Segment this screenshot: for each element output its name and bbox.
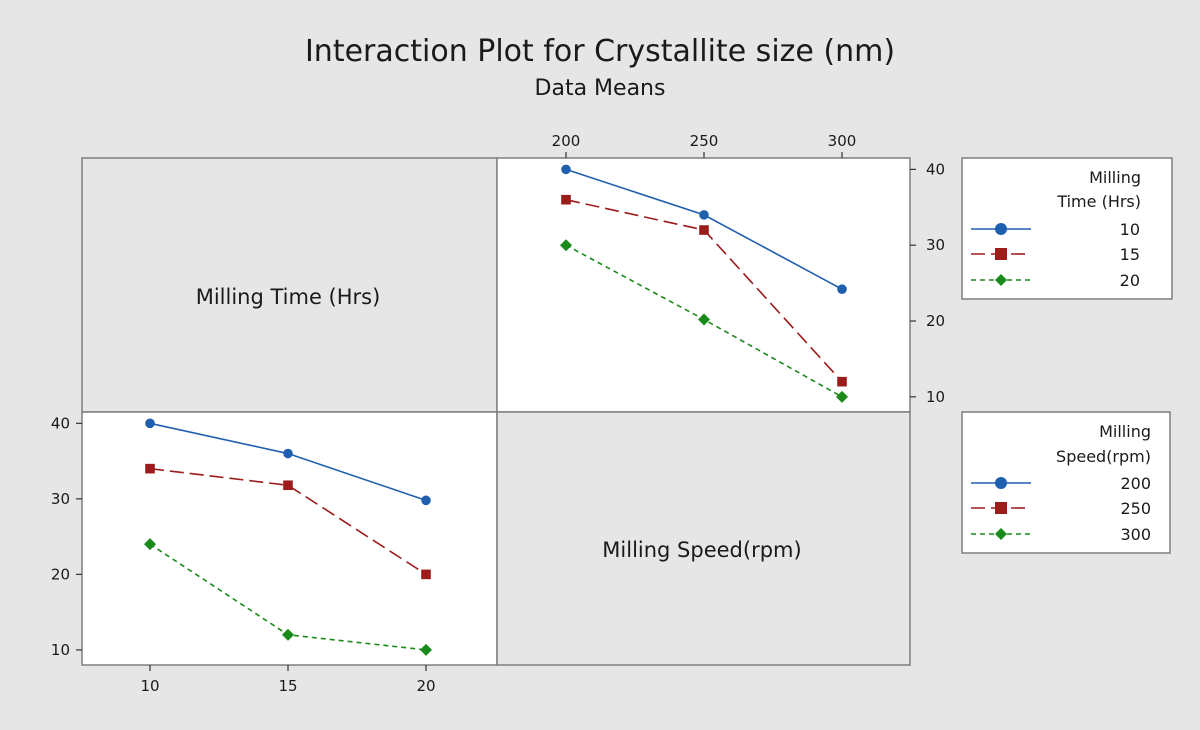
legend-milling-time-items: 10 15 20 [971, 220, 1140, 290]
y-tick-label: 10 [926, 388, 945, 406]
legend-item-label: 200 [1120, 474, 1151, 493]
x-tick-label: 250 [690, 132, 719, 150]
legend-milling-speed-title-line2: Speed(rpm) [1056, 447, 1151, 466]
data-point-top-right-15 [837, 376, 847, 387]
data-point-top-right-15 [699, 225, 709, 235]
legend-milling-speed-items: 200 250 300 [971, 474, 1151, 544]
legend-item-label: 15 [1120, 245, 1140, 264]
legend-marker [995, 502, 1007, 514]
legend-marker [995, 223, 1007, 235]
data-point-top-right-10 [837, 284, 847, 294]
data-point-top-right-20 [836, 390, 848, 403]
y-tick-label: 20 [51, 565, 70, 583]
data-point-bottom-left-250 [145, 463, 155, 474]
x-tick-label: 15 [278, 677, 297, 695]
data-point-bottom-left-300 [420, 643, 432, 656]
legend-item-label: 300 [1120, 525, 1151, 544]
data-point-bottom-left-300 [282, 628, 294, 641]
left-y-axis: 10 20 30 40 [51, 414, 82, 659]
chart-title: Interaction Plot for Crystallite size (n… [305, 34, 895, 69]
series-line-bottom-left-250 [149, 467, 427, 576]
x-tick-label: 200 [552, 132, 581, 150]
right-y-axis: 10 20 30 40 [910, 160, 945, 406]
legend-marker [995, 477, 1007, 489]
y-tick-label: 40 [51, 414, 70, 432]
legend-milling-speed-title-line1: Milling [1099, 422, 1151, 441]
data-point-top-right-20 [698, 313, 710, 326]
bottom-x-axis: 10 15 20 [140, 665, 436, 695]
legend-item-label: 250 [1120, 499, 1151, 518]
diagonal-panel-milling-time [81, 157, 498, 413]
y-tick-label: 40 [926, 160, 945, 178]
data-point-top-right-15 [561, 194, 571, 205]
diagonal-label-milling-time: Milling Time (Hrs) [196, 285, 381, 309]
diagonal-label-milling-speed: Milling Speed(rpm) [602, 538, 801, 562]
top-x-axis: 200 250 300 [552, 132, 857, 158]
y-tick-label: 10 [51, 641, 70, 659]
data-point-bottom-left-300 [144, 538, 156, 551]
data-point-top-right-20 [560, 239, 572, 252]
data-point-bottom-left-200 [145, 418, 155, 429]
legend-marker [995, 528, 1007, 540]
y-tick-label: 20 [926, 312, 945, 330]
x-tick-label: 20 [416, 677, 435, 695]
y-tick-label: 30 [926, 236, 945, 254]
x-tick-label: 300 [828, 132, 857, 150]
data-point-top-right-10 [561, 164, 571, 175]
series-group-top-right [560, 164, 848, 403]
data-point-top-right-10 [699, 210, 709, 220]
legend-milling-time-title-line1: Milling [1089, 168, 1141, 187]
chart-subtitle: Data Means [535, 76, 666, 101]
data-point-bottom-left-250 [421, 569, 431, 580]
x-tick-label: 10 [140, 677, 159, 695]
legend-item-label: 10 [1120, 220, 1140, 239]
data-point-bottom-left-200 [421, 495, 431, 506]
legend-item-label: 20 [1120, 271, 1140, 290]
legend-marker [995, 248, 1007, 260]
data-point-bottom-left-250 [283, 480, 293, 491]
plot-panel-top-right [496, 157, 911, 413]
series-group-bottom-left [144, 418, 432, 656]
diagonal-panel-milling-speed [496, 411, 911, 666]
y-tick-label: 30 [51, 490, 70, 508]
legend-milling-time-title-line2: Time (Hrs) [1056, 192, 1141, 211]
legend-marker [995, 274, 1007, 286]
data-point-bottom-left-200 [283, 448, 293, 459]
